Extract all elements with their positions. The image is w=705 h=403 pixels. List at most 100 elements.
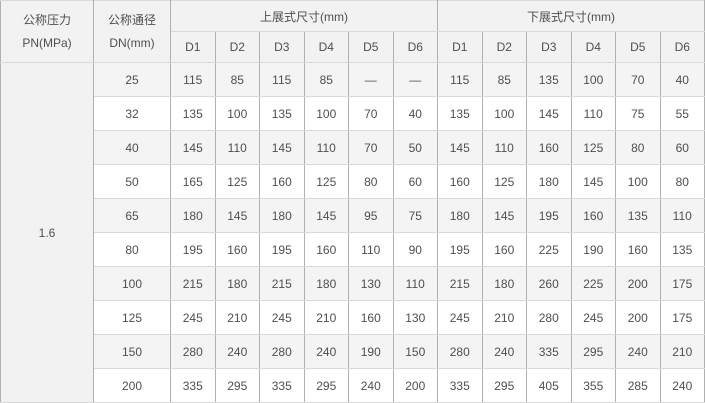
upper-style-d5-cell: 110 [348,232,394,267]
table-row: 125 245 210 245 210 160 130 245 210 280 245 200 175 [1,300,705,335]
header-upper-d4: D4 [303,31,349,63]
lower-style-d4-cell: 295 [570,334,616,369]
header-nominal-pressure-cn: 公称压力 [22,13,71,27]
lower-style-d2-cell: 85 [481,62,527,97]
dn-value-cell: 150 [93,334,171,369]
upper-style-d1-cell: 335 [170,368,216,403]
upper-style-d3-cell: 135 [259,96,305,131]
upper-style-d2-cell: 100 [214,96,260,131]
lower-style-d2-cell: 160 [481,232,527,267]
upper-style-d2-cell: 85 [214,62,260,97]
upper-style-d6-cell: 130 [392,300,438,335]
lower-style-d4-cell: 100 [570,62,616,97]
upper-style-d1-cell: 145 [170,130,216,165]
upper-style-d1-cell: 180 [170,198,216,233]
upper-style-d2-cell: 295 [214,368,260,403]
header-subcolumn-row: D1 D2 D3 D4 D5 D6 D1 D2 D3 D4 D5 D6 [1,31,705,63]
lower-style-d1-cell: 145 [437,130,483,165]
upper-style-d5-cell: 95 [348,198,394,233]
upper-style-d4-cell: 210 [303,300,349,335]
lower-style-d1-cell: 180 [437,198,483,233]
header-nominal-diameter: 公称通径 DN(mm) [93,0,171,63]
lower-style-d6-cell: 175 [659,266,705,301]
lower-style-d1-cell: 160 [437,164,483,199]
dn-value-cell: 100 [93,266,171,301]
upper-style-d5-cell: 70 [348,130,394,165]
lower-style-d3-cell: 145 [526,96,572,131]
lower-style-d4-cell: 160 [570,198,616,233]
lower-style-d1-cell: 215 [437,266,483,301]
upper-style-d2-cell: 145 [214,198,260,233]
lower-style-d4-cell: 245 [570,300,616,335]
lower-style-d4-cell: 355 [570,368,616,403]
upper-style-d3-cell: 160 [259,164,305,199]
header-lower-d1: D1 [437,31,483,63]
header-lower-d3: D3 [526,31,572,63]
upper-style-d3-cell: 245 [259,300,305,335]
upper-style-d3-cell: 195 [259,232,305,267]
lower-style-d6-cell: 210 [659,334,705,369]
upper-style-d3-cell: 180 [259,198,305,233]
lower-style-d1-cell: 245 [437,300,483,335]
table-body: 1.6 25 115 85 115 85— —115 85 135 100 70 40 32 135 100… [0,62,705,403]
header-upper-d5: D5 [348,31,394,63]
upper-style-d5-cell: 160 [348,300,394,335]
table-header: 公称压力 PN(MPa) 公称通径 DN(mm) 上展式尺寸(mm) 下展式尺寸… [0,0,705,63]
dn-value-cell: 200 [93,368,171,403]
upper-style-d6-cell: 40 [392,96,438,131]
header-lower-d4: D4 [570,31,616,63]
lower-style-d2-cell: 240 [481,334,527,369]
upper-style-d2-cell: 125 [214,164,260,199]
header-lower-d5: D5 [615,31,661,63]
dn-value-cell: 80 [93,232,171,267]
lower-style-d5-cell: 75 [615,96,661,131]
upper-style-d6-cell: 75 [392,198,438,233]
header-upper-d1: D1 [170,31,216,63]
table-row: 150 280 240 280 240 190 150 280 240 335 295 240 210 [1,334,705,369]
upper-style-d2-cell: 160 [214,232,260,267]
upper-style-d4-cell: 125 [303,164,349,199]
lower-style-d2-cell: 210 [481,300,527,335]
upper-style-d1-cell: 135 [170,96,216,131]
lower-style-d2-cell: 110 [481,130,527,165]
upper-style-d3-cell: 115 [259,62,305,97]
upper-style-d1-cell: 165 [170,164,216,199]
table-row: 80 195 160 195 160 110 90 195 160 225 190 160 135 [1,232,705,267]
dn-value-cell: 32 [93,96,171,131]
lower-style-d6-cell: 175 [659,300,705,335]
upper-style-d2-cell: 180 [214,266,260,301]
upper-style-d1-cell: 280 [170,334,216,369]
upper-style-d6-cell: 200 [392,368,438,403]
table-row: 1.6 25 115 85 115 85— —115 85 135 100 70 40 [0,62,705,403]
lower-style-d6-cell: 110 [659,198,705,233]
dn-value-cell: 50 [93,164,171,199]
lower-style-d3-cell: 135 [526,62,572,97]
upper-style-d1-cell: 245 [170,300,216,335]
lower-style-d6-cell: 80 [659,164,705,199]
upper-style-d2-cell: 210 [214,300,260,335]
lower-style-d3-cell: 195 [526,198,572,233]
upper-style-d6-cell: — [392,62,438,97]
table-row: 40 145 110 145 110 70 50 145 110 160 125 80 60 [1,130,705,165]
upper-style-d2-cell: 240 [214,334,260,369]
upper-style-d6-cell: 110 [392,266,438,301]
lower-style-d2-cell: 295 [481,368,527,403]
header-upper-d2: D2 [214,31,260,63]
upper-style-d5-cell: 190 [348,334,394,369]
lower-style-d5-cell: 135 [615,198,661,233]
lower-style-d4-cell: 145 [570,164,616,199]
lower-style-d5-cell: 80 [615,130,661,165]
lower-style-d1-cell: 280 [437,334,483,369]
dn-value-cell: 25 [93,62,171,97]
lower-style-d5-cell: 70 [615,62,661,97]
upper-style-d1-cell: 195 [170,232,216,267]
table-row: 100 215 180 215 180 130 110 215 180 260 225 200 175 [1,266,705,301]
upper-style-d4-cell: 160 [303,232,349,267]
header-group-lower-style: 下展式尺寸(mm) [437,0,705,32]
upper-style-d3-cell: 215 [259,266,305,301]
lower-style-d6-cell: 240 [659,368,705,403]
lower-style-d5-cell: 160 [615,232,661,267]
lower-style-d2-cell: 125 [481,164,527,199]
lower-style-d3-cell: 335 [526,334,572,369]
